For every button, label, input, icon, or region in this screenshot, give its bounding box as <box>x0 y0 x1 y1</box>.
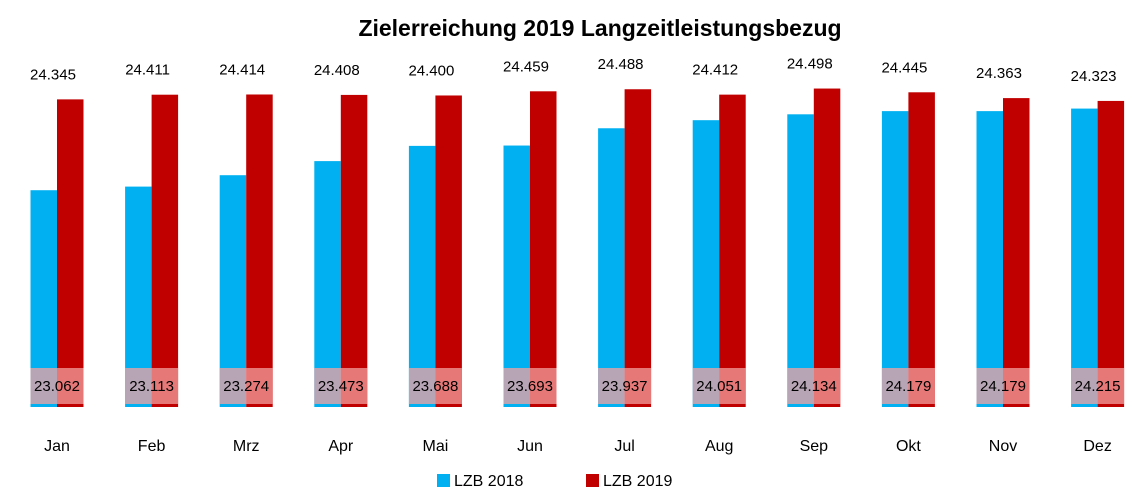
data-label: 24.051 <box>696 378 742 395</box>
x-tick-label: Mrz <box>233 438 260 455</box>
legend-swatch <box>586 474 599 487</box>
bar <box>246 94 273 407</box>
bar <box>151 94 179 407</box>
x-tick-label: Sep <box>800 438 829 455</box>
label-box <box>30 368 84 404</box>
bar <box>813 88 841 408</box>
x-tick-label: Jan <box>44 438 70 455</box>
bar <box>435 95 462 407</box>
legend-label: LZB 2019 <box>603 473 672 490</box>
data-label: 24.323 <box>1071 68 1117 85</box>
x-tick-label: Apr <box>328 438 354 455</box>
legend-swatch <box>437 474 450 487</box>
x-tick-label: Okt <box>896 438 921 455</box>
data-label: 24.488 <box>598 56 644 73</box>
bar <box>598 128 625 407</box>
data-label: 24.179 <box>980 378 1026 395</box>
data-label: 24.445 <box>881 59 927 76</box>
x-tick-label: Dez <box>1083 438 1111 455</box>
label-box <box>598 368 652 404</box>
x-tick-label: Feb <box>138 438 166 455</box>
bar <box>1097 100 1125 407</box>
data-label: 23.937 <box>602 378 648 395</box>
bar <box>908 92 935 407</box>
x-tick-label: Jul <box>614 438 634 455</box>
data-label: 24.411 <box>125 62 170 79</box>
data-label: 24.345 <box>30 66 76 83</box>
label-box <box>314 368 368 404</box>
label-box <box>219 368 273 404</box>
label-box <box>408 368 462 404</box>
bar <box>692 120 720 407</box>
bar <box>503 145 530 408</box>
x-tick-label: Jun <box>517 438 543 455</box>
bar <box>787 114 814 407</box>
chart-title: Zielerreichung 2019 Langzeitleistungsbez… <box>358 15 841 41</box>
bar <box>408 145 436 408</box>
label-box <box>692 368 746 404</box>
data-label: 24.400 <box>408 62 454 79</box>
label-box <box>1071 368 1125 404</box>
data-label: 24.414 <box>219 61 265 78</box>
bar <box>340 94 368 407</box>
data-label: 23.113 <box>129 378 174 395</box>
data-label: 24.408 <box>314 62 360 79</box>
data-label: 24.459 <box>503 58 549 75</box>
bar <box>1071 108 1098 407</box>
data-label: 24.498 <box>787 56 833 73</box>
data-label: 23.688 <box>412 378 458 395</box>
bar <box>530 91 557 408</box>
label-box <box>881 368 935 404</box>
label-box <box>787 368 841 404</box>
bar <box>719 94 746 407</box>
legend-label: LZB 2018 <box>454 473 523 490</box>
x-tick-label: Nov <box>989 438 1017 455</box>
data-label: 23.274 <box>223 378 269 395</box>
bar <box>57 99 84 408</box>
label-box <box>503 368 557 404</box>
data-label: 24.412 <box>692 62 738 79</box>
data-label: 24.215 <box>1075 378 1121 395</box>
bar <box>1003 98 1030 407</box>
bar <box>314 161 341 407</box>
x-tick-label: Aug <box>705 438 733 455</box>
data-label: 24.134 <box>791 378 837 395</box>
data-label: 23.473 <box>318 378 364 395</box>
bar <box>976 111 1003 407</box>
bar <box>881 111 909 407</box>
data-label: 24.179 <box>885 378 931 395</box>
data-label: 24.363 <box>976 65 1022 82</box>
data-label: 23.693 <box>507 378 553 395</box>
data-label: 23.062 <box>34 378 80 395</box>
label-box <box>125 368 179 404</box>
bar <box>624 89 652 407</box>
x-tick-label: Mai <box>423 438 449 455</box>
label-box <box>976 368 1030 404</box>
